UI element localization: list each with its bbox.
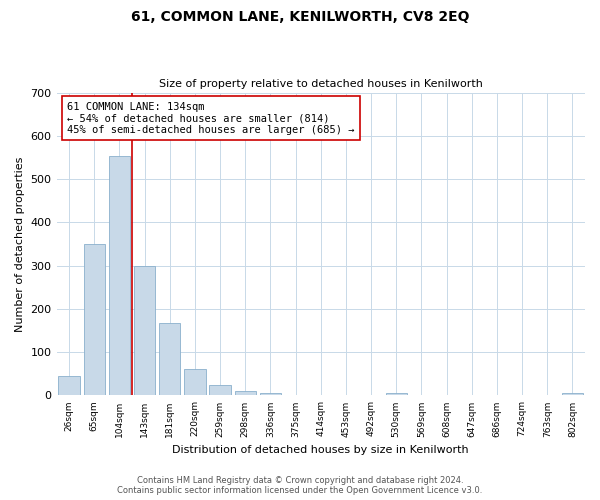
Bar <box>58 376 80 396</box>
Bar <box>184 370 206 396</box>
Text: 61 COMMON LANE: 134sqm
← 54% of detached houses are smaller (814)
45% of semi-de: 61 COMMON LANE: 134sqm ← 54% of detached… <box>67 102 355 135</box>
Bar <box>83 244 105 396</box>
Y-axis label: Number of detached properties: Number of detached properties <box>15 156 25 332</box>
Bar <box>562 394 583 396</box>
Text: Contains HM Land Registry data © Crown copyright and database right 2024.
Contai: Contains HM Land Registry data © Crown c… <box>118 476 482 495</box>
Bar <box>209 384 231 396</box>
Bar <box>134 266 155 396</box>
Title: Size of property relative to detached houses in Kenilworth: Size of property relative to detached ho… <box>159 79 483 89</box>
Bar <box>159 322 181 396</box>
Bar <box>260 394 281 396</box>
Bar <box>109 156 130 396</box>
Bar <box>235 391 256 396</box>
X-axis label: Distribution of detached houses by size in Kenilworth: Distribution of detached houses by size … <box>172 445 469 455</box>
Text: 61, COMMON LANE, KENILWORTH, CV8 2EQ: 61, COMMON LANE, KENILWORTH, CV8 2EQ <box>131 10 469 24</box>
Bar <box>386 394 407 396</box>
